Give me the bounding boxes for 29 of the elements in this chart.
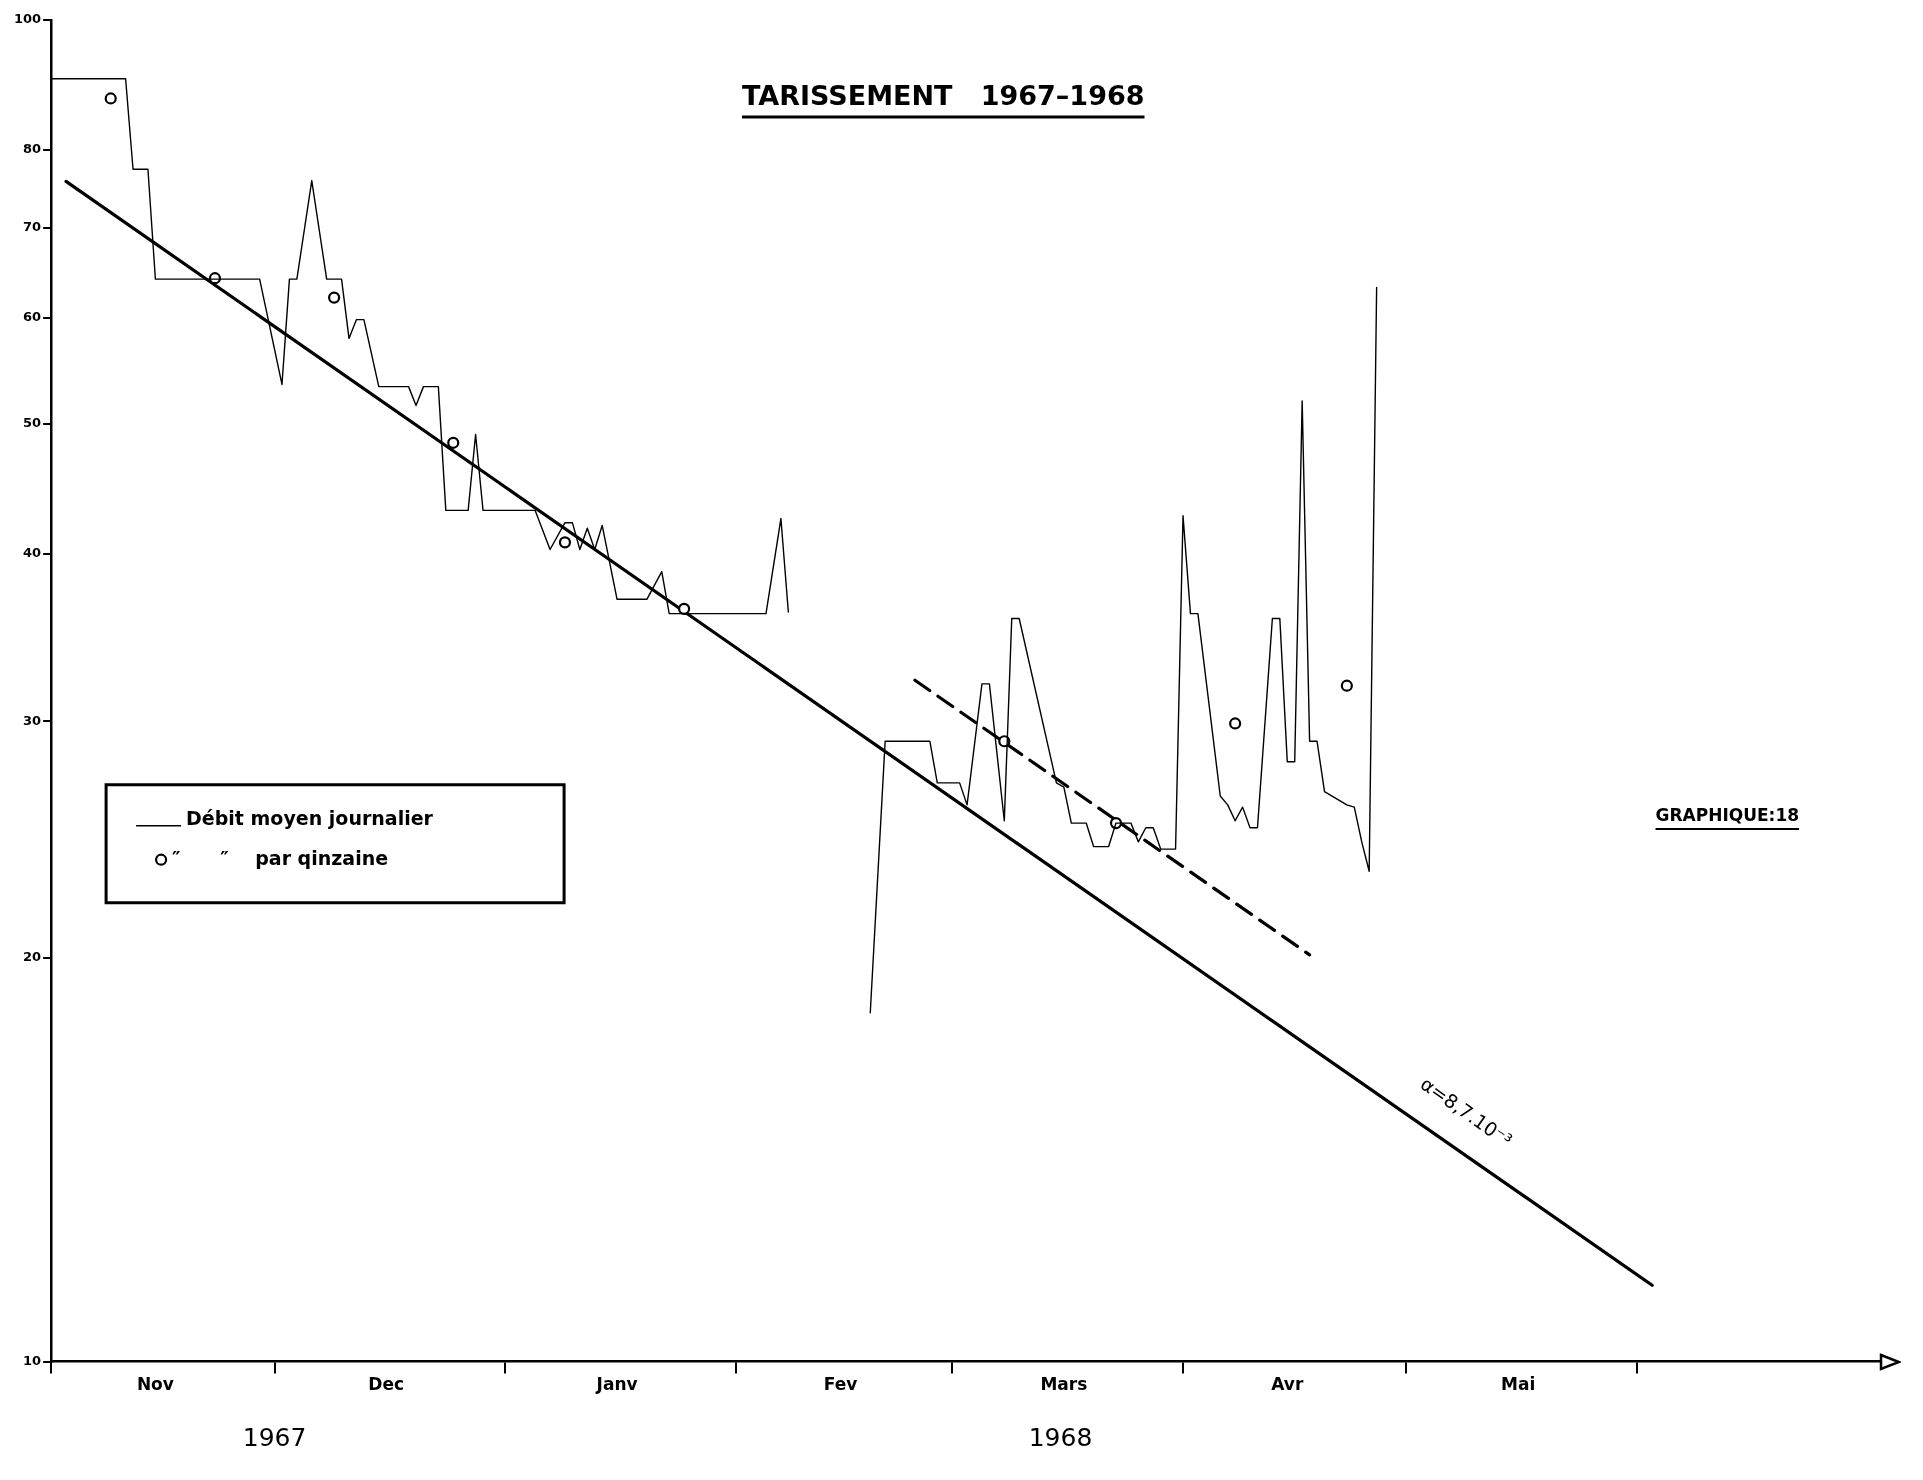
legend-label: Débit moyen journalier <box>186 806 434 829</box>
y-tick-label: 70 <box>23 219 42 235</box>
x-tick-label: Fev <box>823 1374 858 1395</box>
point <box>447 436 460 449</box>
x-tick-label: Dec <box>368 1374 405 1395</box>
y-tick-label: 100 <box>14 11 42 27</box>
x-tick-label: Mars <box>1040 1374 1088 1395</box>
y-tick-label: 20 <box>23 949 42 965</box>
point <box>558 536 572 549</box>
point <box>1229 717 1242 730</box>
text: 1968 <box>1028 1423 1093 1453</box>
text: 1967 <box>242 1423 307 1453</box>
y-tick-label: 40 <box>23 545 42 561</box>
point <box>1340 679 1353 692</box>
x-tick-label: Avr <box>1271 1374 1304 1395</box>
x-tick-label: Nov <box>136 1374 174 1395</box>
x-tick-label: Janv <box>595 1374 638 1395</box>
x-tick-label: Mai <box>1501 1374 1536 1395</box>
point <box>678 602 691 615</box>
point <box>328 291 341 304</box>
legend-label: ″ ″ par qinzaine <box>172 846 389 869</box>
y-tick-label: 60 <box>23 309 42 325</box>
annotation: GRAPHIQUE:18 <box>1655 805 1800 826</box>
y-tick-label: 10 <box>23 1352 42 1368</box>
y-tick-label: 80 <box>23 141 42 157</box>
y-tick-label: 50 <box>23 415 42 431</box>
y-tick-label: 30 <box>23 712 42 728</box>
text: TARISSEMENT 1967–1968 <box>742 80 1145 111</box>
point <box>104 92 117 105</box>
